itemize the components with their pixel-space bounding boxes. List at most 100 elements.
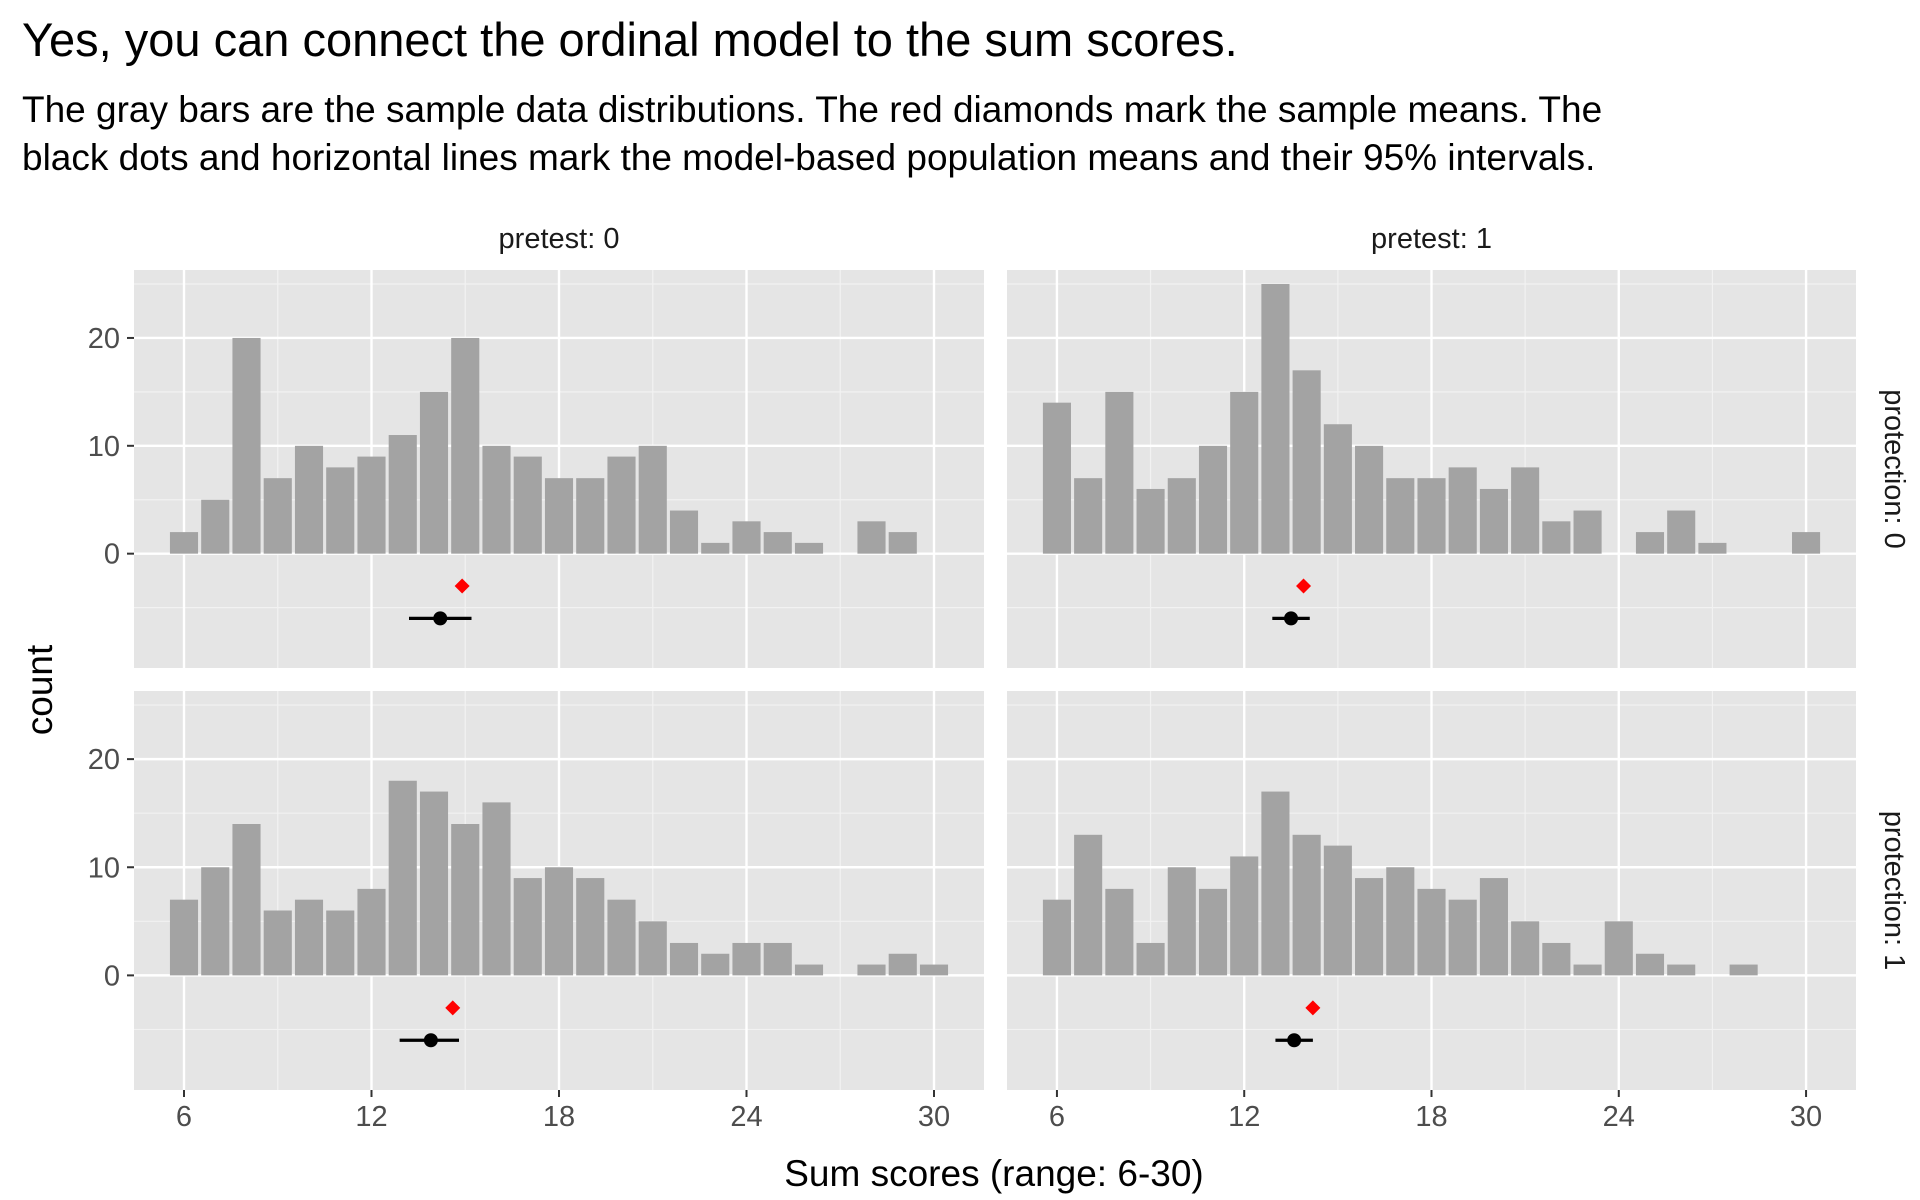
histogram-bar: [544, 867, 574, 976]
histogram-bar: [451, 824, 480, 976]
histogram-bar: [857, 521, 886, 554]
histogram-bar: [1292, 834, 1321, 976]
histogram-bar: [763, 942, 792, 976]
histogram-bar: [794, 542, 824, 554]
histogram-bar: [263, 478, 292, 554]
facet-panel: 6 12 18 24 30: [1007, 691, 1856, 1133]
histogram-bar: [701, 953, 730, 976]
histogram-bar: [732, 521, 761, 554]
x-tick-label: 12: [355, 1101, 387, 1133]
y-tick-label: 20: [88, 323, 120, 355]
facet-panel: [1007, 270, 1856, 668]
histogram-bar: [482, 445, 511, 554]
histogram-bar: [1292, 370, 1321, 554]
sample-mean-diamond: [445, 1000, 461, 1016]
histogram-bar: [357, 888, 386, 976]
y-tick-label: 10: [88, 852, 120, 884]
histogram-bar: [294, 899, 324, 976]
histogram-bar: [1074, 834, 1103, 976]
histogram-bar: [169, 532, 199, 554]
histogram-bar: [1573, 510, 1602, 554]
histogram-bar: [1479, 488, 1508, 554]
histogram-bar: [888, 532, 917, 554]
x-tick-label: 30: [918, 1101, 950, 1133]
histogram-bar: [1230, 856, 1259, 976]
x-tick-label: 6: [1049, 1101, 1065, 1133]
histogram-bar: [576, 478, 605, 554]
histogram-bar: [544, 478, 574, 554]
histogram-bar: [1417, 478, 1446, 554]
histogram-bar: [1448, 467, 1477, 554]
histogram-bar: [1042, 402, 1071, 554]
histogram-bar: [857, 964, 886, 976]
histogram-bar: [1667, 510, 1696, 554]
x-tick-label: 18: [1415, 1101, 1447, 1133]
y-tick-label: 0: [104, 539, 120, 571]
facet-panel: 0 10 20 6 12 18 24 30: [88, 691, 984, 1133]
histogram-bar: [1136, 488, 1165, 554]
x-tick-label: 12: [1228, 1101, 1260, 1133]
histogram-bar: [419, 791, 449, 976]
histogram-bar: [419, 391, 449, 554]
histogram-bar: [201, 499, 230, 554]
histogram-bar: [1167, 867, 1196, 976]
chart-title: Yes, you can connect the ordinal model t…: [22, 13, 1238, 66]
model-mean-point: [1284, 611, 1299, 626]
histogram-bar: [638, 921, 667, 976]
histogram-bar: [482, 802, 511, 976]
histogram-bar: [294, 445, 324, 554]
x-tick-label: 30: [1790, 1101, 1822, 1133]
histogram-bar: [638, 445, 667, 554]
model-mean-point: [433, 611, 448, 626]
histogram-bar: [1198, 888, 1228, 976]
histogram-bar: [576, 878, 605, 976]
histogram-bar: [388, 780, 417, 976]
histogram-bar: [1635, 953, 1665, 976]
histogram-bar: [263, 910, 292, 976]
chart-subtitle: The gray bars are the sample data distri…: [22, 89, 1603, 178]
histogram-bar: [1386, 867, 1415, 976]
histogram-bar: [701, 542, 730, 554]
histogram-bar: [763, 532, 792, 554]
histogram-bar: [1448, 899, 1477, 976]
histogram-bar: [669, 942, 699, 976]
histogram-bar: [388, 435, 417, 554]
histogram-bar: [1355, 878, 1384, 976]
facet-panel: 0 10 20: [88, 270, 984, 668]
histogram-bar: [1105, 391, 1134, 554]
histogram-bar: [1542, 521, 1571, 554]
y-tick-label: 10: [88, 431, 120, 463]
histogram-bar: [669, 510, 699, 554]
histogram-bar: [732, 942, 761, 976]
histogram-bar: [794, 964, 824, 976]
histogram-bar: [607, 456, 636, 554]
histogram-bar: [1573, 964, 1602, 976]
histogram-bar: [1323, 845, 1352, 976]
model-mean-point: [423, 1033, 438, 1048]
histogram-bar: [1355, 445, 1384, 554]
column-strip-label: pretest: 1: [1371, 223, 1492, 255]
histogram-bar: [326, 467, 355, 554]
histogram-bar: [232, 824, 261, 976]
histogram-bar: [1667, 964, 1696, 976]
histogram-bar: [169, 899, 199, 976]
histogram-bar: [201, 867, 230, 976]
y-tick-label: 20: [88, 744, 120, 776]
histogram-bar: [1230, 391, 1259, 554]
histogram-bar: [1323, 424, 1352, 554]
histogram-bar: [1261, 284, 1290, 554]
histogram-bar: [451, 337, 480, 554]
histogram-bar: [1511, 921, 1540, 976]
histogram-bar: [1261, 791, 1290, 976]
histogram-bar: [1386, 478, 1415, 554]
histogram-bar: [1542, 942, 1571, 976]
x-tick-label: 18: [543, 1101, 575, 1133]
histogram-bar: [1198, 445, 1228, 554]
histogram-bar: [513, 456, 542, 554]
x-tick-label: 24: [1603, 1101, 1635, 1133]
sample-mean-diamond: [1305, 1000, 1321, 1016]
histogram-bar: [1105, 888, 1134, 976]
histogram-bar: [326, 910, 355, 976]
y-axis-label: count: [19, 644, 60, 735]
histogram-bar: [888, 953, 917, 976]
